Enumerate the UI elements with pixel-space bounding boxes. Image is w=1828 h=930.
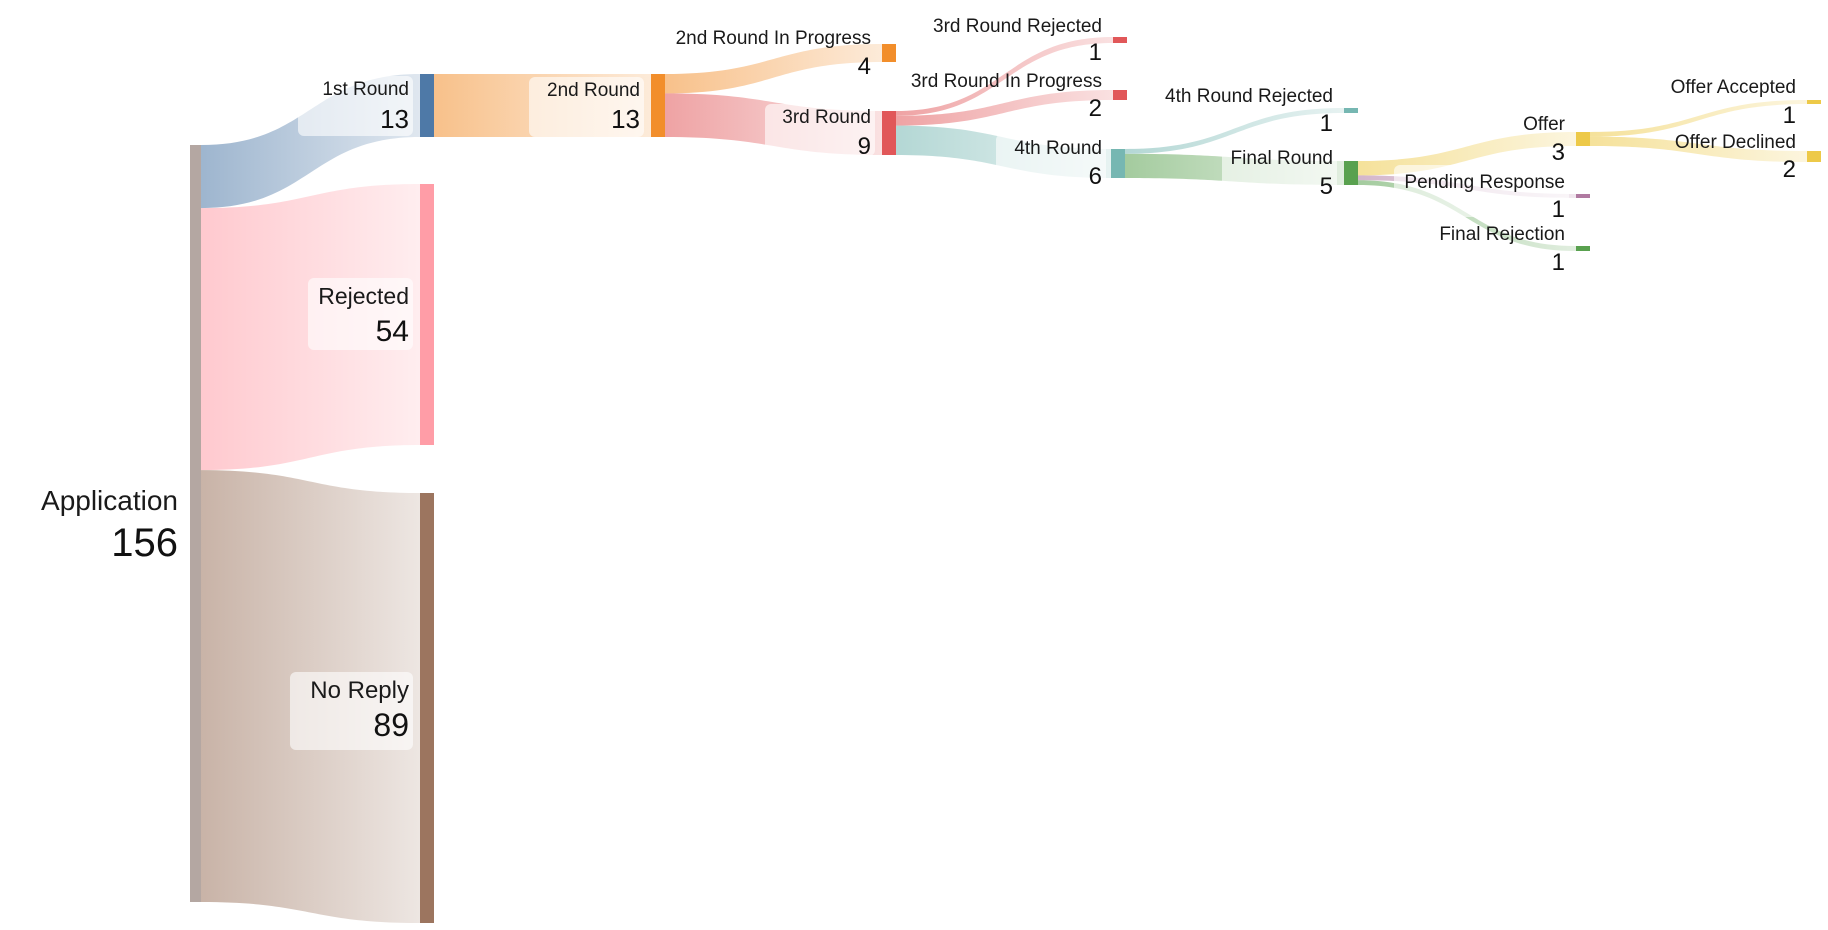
node-value-offer_accepted: 1: [1783, 102, 1796, 129]
label-offer_declined: Offer Declined 2: [1675, 132, 1796, 183]
node-label-no_reply: No Reply: [310, 677, 409, 704]
link-second_round-to-second_in_progress: [665, 44, 882, 94]
node-value-second_in_progress: 4: [858, 53, 871, 80]
node-value-final_rejection: 1: [1552, 249, 1565, 276]
node-label-pending_response: Pending Response: [1404, 172, 1565, 193]
link-third_round-to-third_rejected: [896, 37, 1113, 116]
node-application[interactable]: [190, 145, 201, 902]
node-value-third_rejected: 1: [1089, 39, 1102, 66]
sankey-nodes: [190, 37, 1821, 923]
node-value-second_round: 13: [611, 104, 640, 134]
label-backdrop-fourth_round: [996, 134, 1106, 184]
node-fourth_round[interactable]: [1111, 149, 1125, 178]
node-offer[interactable]: [1576, 132, 1590, 146]
node-offer_declined[interactable]: [1807, 151, 1821, 162]
node-offer_accepted[interactable]: [1807, 100, 1821, 104]
node-label-application: Application: [41, 485, 178, 516]
node-no_reply[interactable]: [420, 493, 434, 923]
node-label-fourth_round: 4th Round: [1014, 138, 1102, 159]
node-label-rejected: Rejected: [318, 283, 409, 309]
label-fourth_rejected: 4th Round Rejected 1: [1165, 86, 1333, 137]
label-backdrop-first_round: [298, 76, 413, 136]
label-rejected: Rejected 54: [308, 278, 413, 350]
label-third_round: 3rd Round 9: [765, 104, 875, 160]
node-value-offer: 3: [1552, 139, 1565, 166]
node-pending_response[interactable]: [1576, 194, 1590, 198]
node-value-third_round: 9: [858, 133, 871, 160]
link-offer-to-offer_declined: [1590, 136, 1807, 162]
label-no_reply: No Reply 89: [290, 672, 413, 750]
node-first_round[interactable]: [420, 74, 434, 137]
node-value-final_round: 5: [1320, 173, 1333, 200]
label-fourth_round: 4th Round 6: [996, 134, 1106, 190]
node-label-second_in_progress: 2nd Round In Progress: [676, 28, 871, 49]
node-value-no_reply: 89: [373, 707, 409, 743]
node-label-offer_declined: Offer Declined: [1675, 132, 1796, 153]
node-label-third_in_progress: 3rd Round In Progress: [911, 71, 1102, 92]
node-label-third_round: 3rd Round: [782, 107, 871, 128]
node-label-second_round: 2nd Round: [547, 80, 640, 101]
label-backdrop-third_round: [765, 104, 875, 156]
node-value-offer_declined: 2: [1783, 156, 1796, 183]
node-value-rejected: 54: [376, 315, 409, 348]
label-first_round: 1st Round 13: [298, 76, 413, 136]
node-label-offer_accepted: Offer Accepted: [1671, 77, 1796, 98]
label-second_in_progress: 2nd Round In Progress 4: [676, 28, 871, 80]
label-pending_response: Pending Response 1: [1394, 165, 1569, 223]
node-final_rejection[interactable]: [1576, 246, 1590, 251]
node-fourth_rejected[interactable]: [1344, 108, 1358, 113]
label-application: Application 156: [41, 485, 178, 565]
node-value-application: 156: [111, 521, 178, 565]
label-final_rejection: Final Rejection 1: [1439, 224, 1565, 276]
node-final_round[interactable]: [1344, 161, 1358, 185]
node-label-first_round: 1st Round: [322, 79, 409, 100]
node-second_in_progress[interactable]: [882, 44, 896, 62]
label-third_in_progress: 3rd Round In Progress 2: [911, 71, 1102, 122]
label-final_round: Final Round 5: [1222, 145, 1337, 200]
node-third_in_progress[interactable]: [1113, 90, 1127, 100]
node-third_rejected[interactable]: [1113, 37, 1127, 43]
label-second_round: 2nd Round 13: [529, 77, 644, 137]
link-offer-to-offer_accepted: [1590, 100, 1807, 137]
node-label-final_round: Final Round: [1231, 148, 1333, 169]
node-second_round[interactable]: [651, 74, 665, 137]
label-backdrop-second_round: [529, 77, 644, 137]
node-third_round[interactable]: [882, 111, 896, 155]
node-label-final_rejection: Final Rejection: [1439, 224, 1565, 245]
label-backdrop-rejected: [308, 278, 413, 350]
node-value-first_round: 13: [380, 104, 409, 134]
node-value-fourth_round: 6: [1089, 163, 1102, 190]
node-rejected[interactable]: [420, 184, 434, 445]
link-fourth_round-to-fourth_rejected: [1125, 108, 1344, 154]
label-backdrop-final_round: [1222, 145, 1337, 195]
node-value-third_in_progress: 2: [1089, 95, 1102, 122]
link-third_round-to-third_in_progress: [896, 90, 1113, 126]
node-label-third_rejected: 3rd Round Rejected: [933, 16, 1102, 37]
node-label-fourth_rejected: 4th Round Rejected: [1165, 86, 1333, 107]
node-label-offer: Offer: [1523, 114, 1566, 135]
node-value-pending_response: 1: [1552, 196, 1565, 223]
label-offer_accepted: Offer Accepted 1: [1671, 77, 1796, 129]
label-offer: Offer 3: [1523, 114, 1566, 166]
link-final_round-to-offer: [1358, 132, 1576, 176]
label-backdrop-pending_response: [1394, 165, 1569, 217]
label-backdrop-no_reply: [290, 672, 413, 750]
node-value-fourth_rejected: 1: [1320, 110, 1333, 137]
